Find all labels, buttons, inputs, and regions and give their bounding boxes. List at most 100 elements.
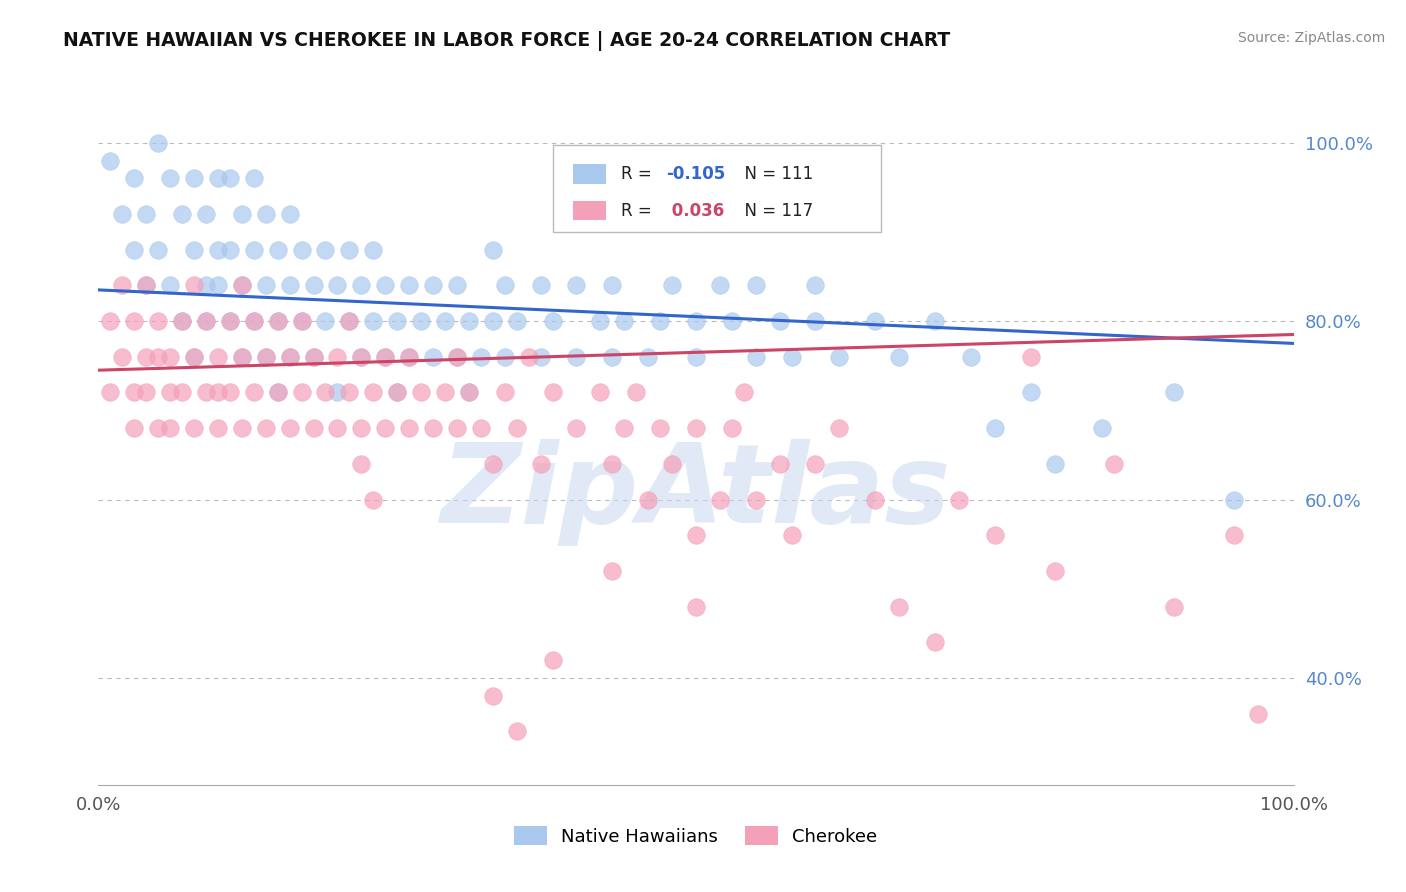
Point xyxy=(350,350,373,364)
Point xyxy=(613,421,636,435)
Point xyxy=(804,314,827,328)
Point xyxy=(984,528,1007,542)
Point xyxy=(1043,457,1066,471)
Point xyxy=(422,278,444,293)
Point xyxy=(889,350,911,364)
Point xyxy=(148,243,170,257)
Point xyxy=(148,421,170,435)
Text: 0.036: 0.036 xyxy=(666,202,724,219)
Point xyxy=(219,243,242,257)
Point xyxy=(291,314,314,328)
Point xyxy=(709,278,731,293)
Point xyxy=(243,243,266,257)
Point xyxy=(159,385,181,400)
Point xyxy=(411,385,433,400)
Point xyxy=(458,385,481,400)
Point xyxy=(267,243,290,257)
Point xyxy=(602,564,624,578)
Point xyxy=(948,492,970,507)
Point xyxy=(589,314,612,328)
Point xyxy=(1091,421,1114,435)
Point xyxy=(172,207,194,221)
Point xyxy=(183,243,205,257)
Point xyxy=(613,314,636,328)
Point xyxy=(231,278,253,293)
Point xyxy=(172,385,194,400)
Point xyxy=(183,350,205,364)
Point xyxy=(159,421,181,435)
Point xyxy=(315,385,337,400)
Point xyxy=(124,171,146,186)
Point xyxy=(207,243,229,257)
Point xyxy=(828,421,851,435)
Point xyxy=(302,421,325,435)
Point xyxy=(159,278,181,293)
Point xyxy=(195,207,218,221)
Point xyxy=(278,421,301,435)
Point xyxy=(231,421,253,435)
Point xyxy=(470,421,492,435)
Point xyxy=(446,278,468,293)
Point xyxy=(172,314,194,328)
Point xyxy=(243,385,266,400)
Point xyxy=(828,350,851,364)
Point xyxy=(422,350,444,364)
Point xyxy=(398,350,420,364)
Text: NATIVE HAWAIIAN VS CHEROKEE IN LABOR FORCE | AGE 20-24 CORRELATION CHART: NATIVE HAWAIIAN VS CHEROKEE IN LABOR FOR… xyxy=(63,31,950,51)
Point xyxy=(602,457,624,471)
Point xyxy=(602,278,624,293)
Point xyxy=(745,350,768,364)
Point xyxy=(207,278,229,293)
Point xyxy=(183,350,205,364)
Point xyxy=(124,385,146,400)
Point xyxy=(350,278,373,293)
Text: R =: R = xyxy=(620,165,657,183)
Text: ZipAtlas: ZipAtlas xyxy=(440,439,952,546)
Point xyxy=(148,350,170,364)
Point xyxy=(339,314,361,328)
Point xyxy=(685,599,707,614)
Point xyxy=(278,350,301,364)
Point xyxy=(1019,385,1042,400)
Point xyxy=(207,350,229,364)
Point xyxy=(398,278,420,293)
Point xyxy=(374,278,396,293)
Point xyxy=(135,350,157,364)
Point xyxy=(589,385,612,400)
Text: -0.105: -0.105 xyxy=(666,165,725,183)
Point xyxy=(398,421,420,435)
Point xyxy=(626,385,648,400)
Point xyxy=(541,653,564,667)
Point xyxy=(434,314,457,328)
Point xyxy=(481,243,505,257)
Point xyxy=(302,350,325,364)
Point xyxy=(363,243,385,257)
Point xyxy=(219,314,242,328)
Point xyxy=(411,314,433,328)
Point xyxy=(637,492,659,507)
Point xyxy=(481,314,505,328)
Point xyxy=(254,350,277,364)
Point xyxy=(494,278,516,293)
Point xyxy=(278,278,301,293)
Point xyxy=(385,385,409,400)
Point xyxy=(1247,706,1270,721)
Point xyxy=(363,385,385,400)
Point xyxy=(398,350,420,364)
Point xyxy=(302,278,325,293)
Point xyxy=(350,350,373,364)
Point xyxy=(648,421,672,435)
Point xyxy=(148,314,170,328)
Point xyxy=(243,171,266,186)
Point xyxy=(195,314,218,328)
Point xyxy=(326,278,349,293)
Point xyxy=(302,350,325,364)
Point xyxy=(1043,564,1066,578)
Point xyxy=(721,314,744,328)
Point xyxy=(924,635,946,649)
Point xyxy=(195,314,218,328)
Point xyxy=(721,421,744,435)
Point xyxy=(278,350,301,364)
Point xyxy=(530,278,553,293)
Point xyxy=(768,457,790,471)
